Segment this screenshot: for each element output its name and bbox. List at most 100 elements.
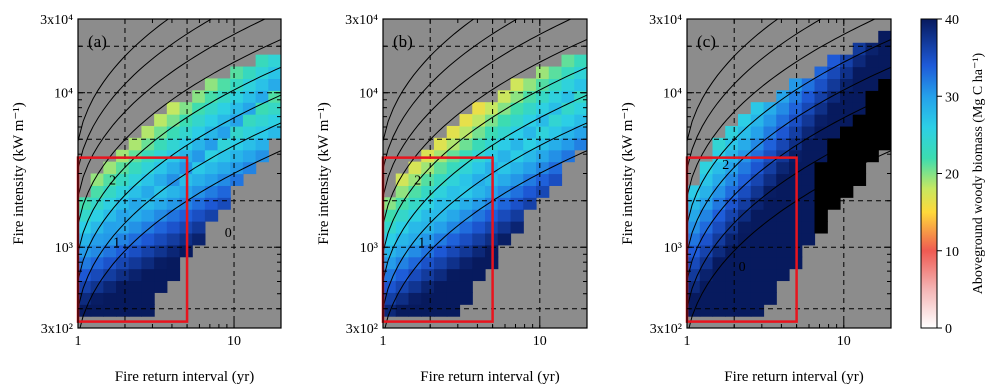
heatmap-cell [814,149,828,163]
heatmap-cell [763,244,777,258]
heatmap-cell [840,66,854,80]
heatmap-cell [699,173,714,186]
heatmap-cell [179,102,193,115]
heatmap-cell [217,114,231,127]
colorbar-tick-label: 30 [945,90,959,105]
heatmap-cell [459,125,473,139]
y-tick-label: 3x10² [346,322,378,337]
heatmap-cell [776,161,790,175]
heatmap-cell [738,114,752,127]
heatmap-cell [217,125,231,139]
heatmap-cell [523,102,537,115]
contour-line [687,19,877,197]
heatmap-cell [166,256,181,270]
heatmap-cell [827,102,841,115]
heatmap-cell [789,149,803,163]
heatmap-cell [699,244,714,258]
heatmap-cell [497,197,512,210]
heatmap-cell [497,114,512,127]
heatmap-cell [128,232,143,246]
contour-line [383,66,587,253]
heatmap-cell [699,304,714,317]
ticks [686,18,892,329]
heatmap-cell [750,125,765,139]
contour-label: 2 [722,158,729,173]
heatmap-cell [446,268,461,282]
heatmap-cell [725,125,739,139]
heatmap-cell [801,114,816,127]
heatmap-cell [78,232,92,246]
heatmap-cell [472,197,486,210]
heatmap-cell [814,90,828,103]
heatmap-cell [78,268,92,282]
heatmap-cell [255,66,269,80]
heatmap-cell [738,185,752,198]
heatmap-cell [192,209,206,222]
colorbar-tick-label: 0 [945,322,952,337]
heatmap-cell [763,268,777,282]
heatmap-cell [789,137,803,151]
contour-label: 1 [418,235,425,250]
heatmap-cell [179,149,193,163]
heatmap-cell [446,209,461,222]
heatmap-cell [154,280,168,293]
heatmap-cell [472,185,486,198]
heatmap-cell [141,232,155,246]
heatmap-cell [712,197,726,210]
heatmap-cell [434,292,448,305]
heatmap-cell [395,209,410,222]
heatmap-cell [561,125,575,139]
heatmap-cell [801,173,816,186]
heatmap-cell [166,114,181,127]
heatmap-cell [814,185,828,198]
heatmap-cell [510,114,524,127]
heatmap-cell [725,268,739,282]
heatmap-cell [204,137,219,151]
heatmap-cell [408,244,422,258]
heatmap-cell [472,125,486,139]
heatmap-cell [472,244,486,258]
heatmap-cell [763,292,777,305]
heatmap-cell [242,161,257,175]
heatmap-cell [204,161,219,175]
heatmap-cell [725,149,739,163]
heatmap-cell [446,292,461,305]
heatmap-cell [712,304,726,317]
heatmap-cell [801,197,816,210]
heatmap-cell [166,102,181,115]
x-tick-label: 10 [533,334,547,349]
contour-label: 0 [225,226,232,241]
colorbar-label: Aboveground woody biomass (Mg C ha⁻¹) [971,52,986,294]
heatmap-cell [536,66,550,80]
heatmap-cell [536,114,550,127]
heatmap-cell [776,149,790,163]
heatmap-cell [878,114,891,127]
heatmap-cell [840,114,854,127]
contour-line [687,122,891,309]
contour-line [383,19,573,197]
heatmap-cell [421,304,435,317]
heatmap-cell [383,232,397,246]
heatmap-cell [763,232,777,246]
heatmap-cell [103,173,117,186]
heatmap-cell [687,268,701,282]
heatmap-cell [268,54,281,68]
heatmap-cell [154,149,168,163]
heatmap-cell [128,244,143,258]
heatmap-cell [103,292,117,305]
heatmap-cell [801,125,816,139]
heatmap-cell [523,149,537,163]
heatmap-cell [128,292,143,305]
heatmap-cell [230,125,244,139]
heatmap-cell [712,244,726,258]
heatmap-cell [459,209,473,222]
heatmap-cell [776,137,790,151]
heatmap-cell [217,137,231,151]
heatmap-cell [801,209,816,222]
heatmap-cell [510,209,524,222]
heatmap-cell [750,244,765,258]
heatmap-cell [497,232,512,246]
heatmap-cell [852,42,867,56]
heatmap-cell [78,221,92,234]
heatmap-cell [459,292,473,305]
